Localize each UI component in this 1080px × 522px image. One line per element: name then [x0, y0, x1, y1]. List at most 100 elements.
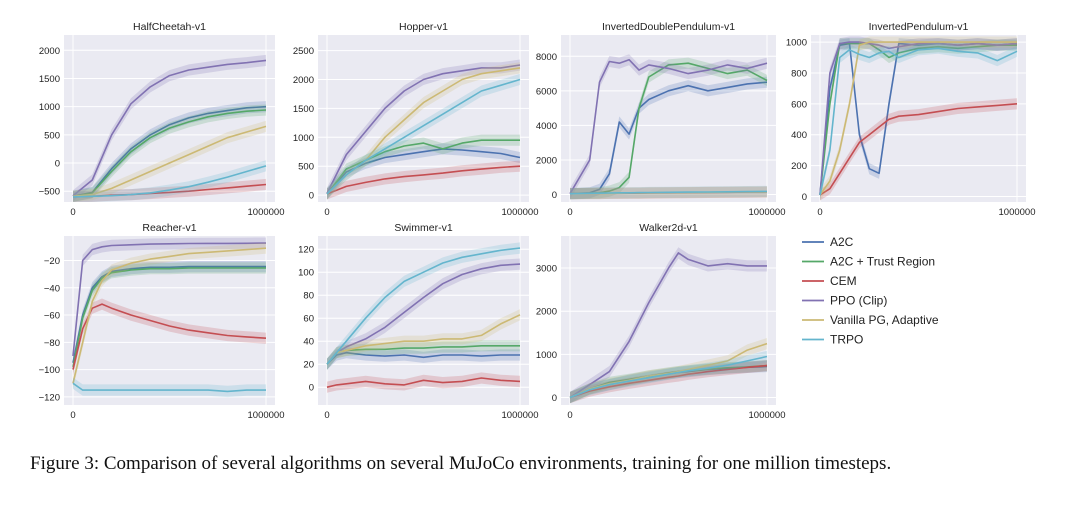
- confidence-band-vanilla-pg-adaptive: [570, 338, 767, 404]
- series-line-a2c-trust-region: [326, 139, 520, 195]
- confidence-band-trpo: [73, 377, 266, 398]
- confidence-band-trpo: [73, 160, 266, 202]
- series-line-cem: [819, 103, 1018, 196]
- series-line-ppo-clip: [326, 263, 521, 365]
- series-line-trpo: [569, 355, 768, 399]
- panel-walker2d-v1: 0 1000 2000 3000 0 1000000 Walker2d-v1: [536, 222, 786, 421]
- y-tick-label: 120: [298, 245, 314, 256]
- y-tick-label: 20: [303, 360, 314, 371]
- series-line-ppo-clip: [569, 252, 767, 399]
- confidence-band-cem: [73, 298, 266, 376]
- confidence-band-a2c-trust-region: [73, 262, 266, 373]
- y-tick-label: 400: [791, 130, 807, 141]
- confidence-band-a2c: [73, 261, 266, 369]
- panel-hopper-v1: 0 500 1000 1500 2000 2500 0 1000000 Hopper-v1: [293, 21, 539, 218]
- y-tick-label: 1000: [786, 38, 807, 49]
- y-tick-label: −60: [44, 311, 60, 322]
- y-tick-label: 60: [303, 314, 314, 325]
- y-tick-label: 4000: [536, 121, 557, 132]
- y-tick-label: 1000: [293, 133, 314, 144]
- series-line-trpo: [569, 190, 768, 195]
- y-tick-label: 2500: [293, 46, 314, 57]
- x-tick-label: 1000000: [248, 410, 285, 421]
- y-tick-label: 1500: [293, 104, 314, 115]
- x-tick-label: 1000000: [999, 207, 1036, 218]
- legend-label: TRPO: [830, 333, 863, 347]
- plot-area: [561, 35, 776, 202]
- series-group: [326, 59, 521, 200]
- series-line-vanilla-pg-adaptive: [326, 314, 521, 365]
- y-tick-label: 2000: [293, 75, 314, 86]
- y-tick-label: 0: [552, 393, 557, 404]
- x-tick-label: 0: [324, 410, 329, 421]
- y-tick-label: −40: [44, 283, 60, 294]
- y-tick-label: 2000: [39, 46, 60, 57]
- series-line-cem: [326, 377, 521, 388]
- legend-label: A2C + Trust Region: [830, 255, 935, 269]
- y-tick-label: −100: [39, 365, 60, 376]
- y-tick-label: 100: [298, 268, 314, 279]
- y-tick-label: 40: [303, 337, 314, 348]
- series-line-a2c-trust-region: [72, 109, 267, 198]
- legend-item-trpo: TRPO: [802, 333, 863, 347]
- legend-item-a2c-trust-region: A2C + Trust Region: [802, 255, 935, 269]
- y-tick-label: −120: [39, 392, 60, 403]
- x-tick-label: 0: [817, 207, 822, 218]
- x-tick-label: 1000000: [749, 410, 786, 421]
- series-line-a2c: [72, 265, 266, 363]
- legend-item-cem: CEM: [802, 274, 857, 288]
- series-group: [72, 54, 267, 202]
- series-line-vanilla-pg-adaptive: [72, 125, 267, 198]
- x-tick-label: 1000000: [749, 207, 786, 218]
- series-group: [569, 54, 768, 200]
- y-tick-label: 8000: [536, 52, 557, 63]
- confidence-band-ppo-clip: [570, 247, 767, 404]
- y-tick-label: −20: [44, 256, 60, 267]
- plot-area: [64, 236, 275, 405]
- series-line-ppo-clip: [819, 41, 1018, 195]
- series-group: [72, 237, 267, 398]
- x-tick-label: 0: [70, 410, 75, 421]
- series-line-trpo: [326, 78, 521, 195]
- panel-inverteddoublependulum-v1: 0 2000 4000 6000 8000 0 1000000 InvertedDoubleP…: [536, 21, 786, 218]
- y-tick-label: 800: [791, 68, 807, 79]
- legend-label: CEM: [830, 274, 857, 288]
- panel-title: InvertedDoublePendulum-v1: [602, 21, 735, 33]
- y-tick-label: 6000: [536, 86, 557, 97]
- confidence-band-a2c-trust-region: [327, 340, 520, 370]
- series-line-a2c: [326, 351, 520, 365]
- y-tick-label: −80: [44, 338, 60, 349]
- legend-label: PPO (Clip): [830, 294, 887, 308]
- x-tick-label: 0: [70, 207, 75, 218]
- series-line-trpo: [326, 247, 521, 365]
- y-tick-label: 2000: [536, 155, 557, 166]
- legend-label: Vanilla PG, Adaptive: [830, 313, 939, 327]
- series-line-ppo-clip: [72, 59, 267, 197]
- panel-title: Walker2d-v1: [639, 222, 698, 234]
- y-tick-label: 1500: [39, 74, 60, 85]
- legend: A2C A2C + Trust Region CEM PPO (Clip) Vanill…: [802, 235, 939, 347]
- confidence-band-ppo-clip: [327, 258, 520, 370]
- series-line-trpo: [72, 165, 267, 198]
- x-tick-label: 1000000: [502, 207, 539, 218]
- y-tick-label: 1000: [39, 102, 60, 113]
- series-group: [569, 247, 768, 404]
- y-tick-label: −500: [39, 187, 60, 198]
- legend-item-vanilla-pg-adaptive: Vanilla PG, Adaptive: [802, 313, 939, 327]
- series-line-a2c-trust-region: [72, 267, 266, 368]
- panel-title: Reacher-v1: [142, 222, 196, 234]
- figure-caption: Figure 3: Comparison of several algorith…: [30, 453, 892, 474]
- panel-invertedpendulum-v1: 0 200 400 600 800 1000 0 1000000 InvertedPendulu…: [786, 21, 1036, 218]
- panel-title: HalfCheetah-v1: [133, 21, 206, 33]
- y-tick-label: 500: [44, 130, 60, 141]
- y-tick-label: 0: [802, 192, 807, 203]
- legend-item-ppo-clip: PPO (Clip): [802, 294, 887, 308]
- series-line-a2c: [569, 81, 768, 195]
- y-tick-label: 600: [791, 99, 807, 110]
- series-line-vanilla-pg-adaptive: [72, 247, 267, 384]
- y-tick-label: 0: [552, 190, 557, 201]
- y-tick-label: 1000: [536, 350, 557, 361]
- series-line-ppo-clip: [326, 64, 521, 194]
- series-line-cem: [326, 165, 521, 195]
- panel-title: Swimmer-v1: [394, 222, 452, 234]
